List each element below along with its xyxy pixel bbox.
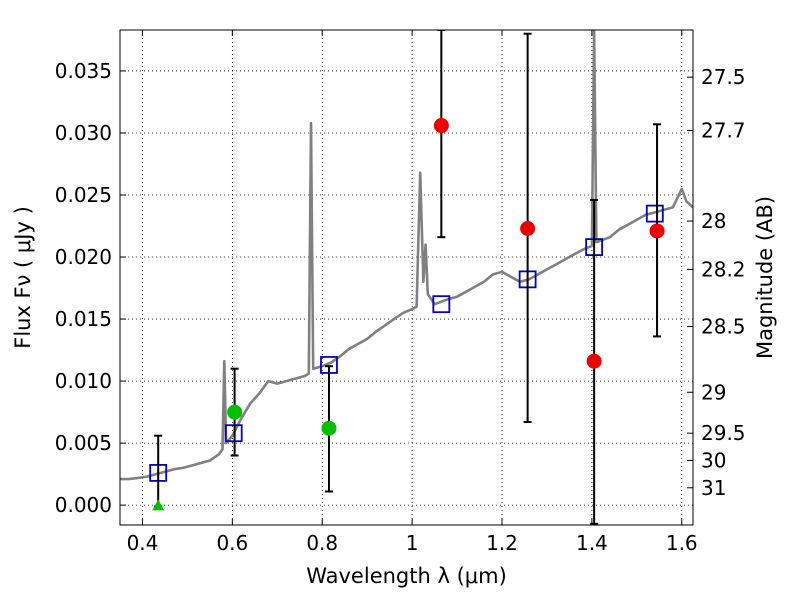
x-tick-label: 0.8 (306, 531, 338, 555)
model-spectrum-line (120, 30, 693, 481)
observed-flux-point (227, 404, 243, 420)
right-tick-label: 27.5 (701, 65, 746, 89)
model-photometry-square (645, 204, 664, 223)
model-photometry-square (432, 295, 451, 314)
y-tick-label: 0.035 (55, 59, 112, 83)
observed-flux-point (586, 353, 602, 369)
y-tick-label: 0.005 (55, 431, 112, 455)
observed-flux-point (649, 223, 665, 239)
plot-frame (119, 29, 694, 526)
right-tick-label: 30 (701, 448, 726, 472)
y-tick-label: 0.020 (55, 245, 112, 269)
y-tick-label: 0.025 (55, 183, 112, 207)
observed-flux-point (321, 420, 337, 436)
plot-area (120, 30, 693, 525)
right-tick-label: 29.5 (701, 421, 746, 445)
y-axis-label: Flux Fν ( μJy ) (11, 206, 35, 349)
y-tick-label: 0.015 (55, 307, 112, 331)
right-tick-label: 28.5 (701, 315, 746, 339)
x-tick-label: 0.4 (127, 531, 159, 555)
x-axis: 0.4 0.6 0.8 1 1.2 1.4 1.6 (127, 30, 698, 555)
right-tick-label: 29 (701, 380, 726, 404)
plot-contents (120, 30, 693, 525)
x-tick-label: 1 (406, 531, 419, 555)
y-tick-label: 0.030 (55, 121, 112, 145)
observed-flux-point (520, 220, 536, 236)
x-tick-label: 0.6 (216, 531, 248, 555)
x-axis-label: Wavelength λ (μm) (306, 564, 507, 588)
grid-lines (120, 30, 693, 525)
y-tick-label: 0.000 (55, 493, 112, 517)
right-tick-label: 27.7 (701, 118, 746, 142)
y-axis-right-label: Magnitude (AB) (753, 196, 777, 359)
x-tick-label: 1.4 (576, 531, 608, 555)
upper-limit-marker (152, 499, 165, 511)
y-tick-label: 0.010 (55, 369, 112, 393)
x-tick-label: 1.2 (486, 531, 518, 555)
x-tick-label: 1.6 (666, 531, 698, 555)
right-tick-label: 28.2 (701, 257, 746, 281)
observed-flux-point (433, 118, 449, 134)
y-axis-right: 27.5 27.7 28 28.2 28.5 29 29.5 30 31 (687, 65, 746, 500)
y-axis-left: 0.000 0.005 0.010 0.015 0.020 0.025 0.030 0.035 (55, 59, 126, 517)
right-tick-label: 31 (701, 476, 726, 500)
right-tick-label: 28 (701, 209, 726, 233)
